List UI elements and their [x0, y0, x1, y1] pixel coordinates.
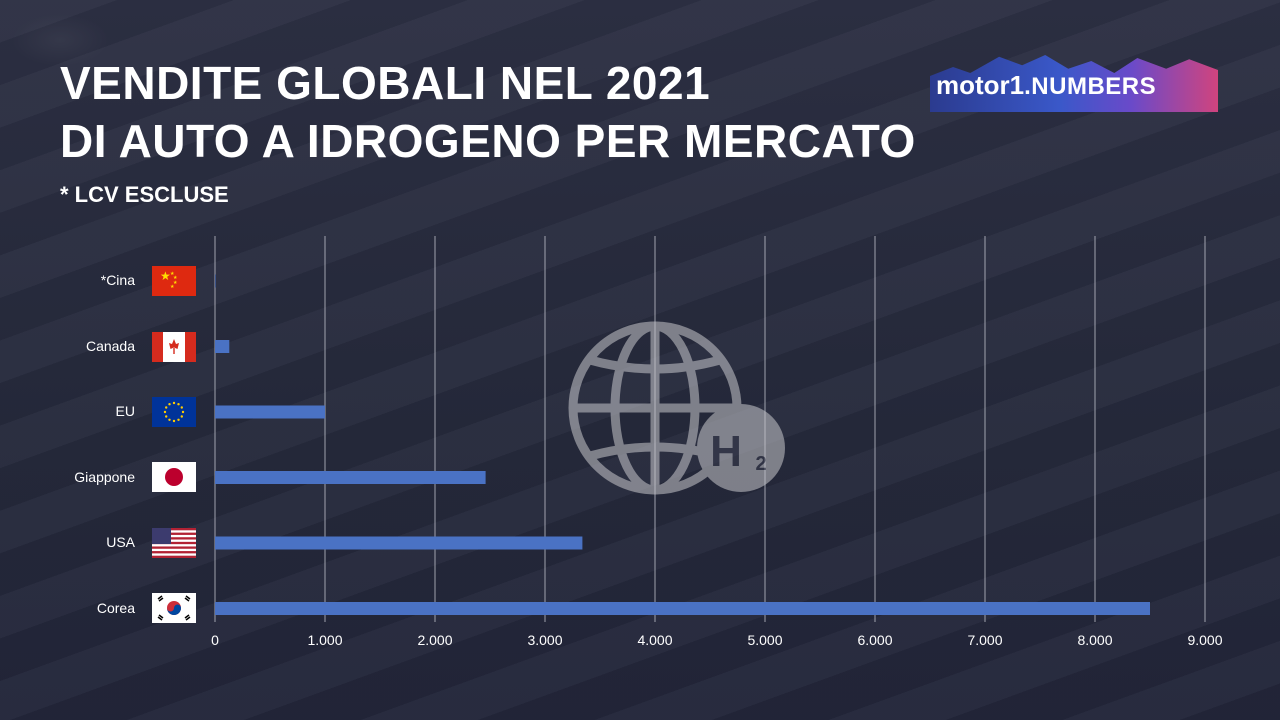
category-label: Canada — [85, 337, 135, 354]
x-tick-labels: 0 1.000 2.000 3.000 4.000 5.000 6.000 7.000 8.00… — [211, 632, 1223, 648]
x-tick-label: 8.000 — [1077, 632, 1112, 648]
logo-brand: motor — [936, 70, 1010, 100]
category-label: USA — [106, 534, 135, 550]
svg-text:★: ★ — [160, 269, 171, 283]
japan-flag-icon — [152, 462, 196, 492]
bar — [215, 471, 486, 484]
korea-flag-icon — [152, 593, 196, 623]
x-tick-label: 5.000 — [747, 632, 782, 648]
watermark-sub: 2 — [755, 453, 766, 475]
canada-flag-icon — [152, 332, 196, 362]
svg-text:★: ★ — [170, 284, 175, 290]
logo-text: motor1.NUMBERS — [936, 70, 1156, 101]
title-line-2: DI AUTO A IDROGENO PER MERCATO — [60, 115, 916, 167]
china-flag-icon: ★ ★ ★ ★ ★ — [152, 266, 196, 296]
title-line-1: VENDITE GLOBALI NEL 2021 — [60, 57, 711, 109]
x-tick-label: 4.000 — [637, 632, 672, 648]
chart-title: VENDITE GLOBALI NEL 2021 DI AUTO A IDROG… — [60, 54, 916, 170]
x-tick-label: 1.000 — [307, 632, 342, 648]
logo-one: 1 — [1009, 70, 1025, 100]
svg-text:★: ★ — [170, 271, 175, 277]
x-tick-label: 0 — [211, 632, 219, 648]
x-tick-label: 7.000 — [967, 632, 1002, 648]
x-tick-label: 2.000 — [417, 632, 452, 648]
bar — [215, 602, 1150, 615]
grid-lines — [214, 236, 1206, 622]
logo-suffix: .NUMBERS — [1024, 73, 1157, 100]
chart-subtitle: * LCV ESCLUSE — [60, 182, 229, 207]
bars — [215, 274, 1150, 615]
category-label: Giappone — [74, 468, 135, 485]
category-label: EU — [115, 403, 135, 419]
watermark-h: H — [710, 427, 742, 476]
eu-flag-icon — [152, 397, 196, 427]
bar — [215, 536, 583, 550]
globe-hydrogen-icon: H 2 — [568, 321, 785, 495]
bar — [215, 274, 216, 288]
usa-flag-icon — [152, 528, 196, 558]
svg-text:★: ★ — [173, 280, 178, 286]
x-tick-label: 9.000 — [1187, 632, 1222, 648]
x-tick-label: 3.000 — [527, 632, 562, 648]
x-tick-label: 6.000 — [857, 632, 892, 648]
motor1-numbers-logo: motor1.NUMBERS — [930, 36, 1218, 112]
category-label: *Cina — [100, 272, 135, 288]
svg-text:★: ★ — [173, 275, 178, 281]
category-label: Corea — [96, 599, 135, 616]
bar — [215, 405, 325, 419]
bar — [215, 340, 230, 353]
